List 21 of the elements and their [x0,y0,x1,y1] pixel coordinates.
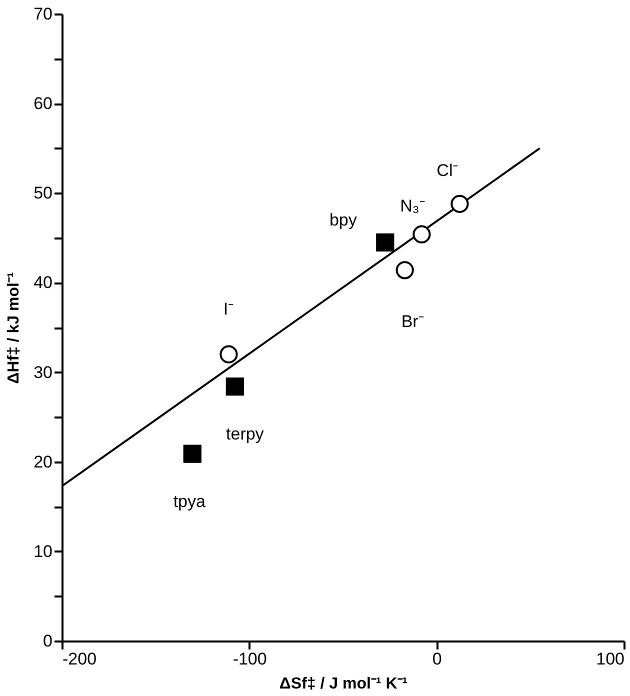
y-tick-label: 0 [43,632,52,650]
annotation: terpy [226,424,264,444]
x-tick-label: 100 [596,650,624,668]
annotation: bpy [329,210,358,230]
y-tick-label: 30 [34,362,52,382]
annotation: Cl⁻ [436,160,459,180]
y-tick-label: 20 [34,452,52,472]
x-tick-label: -200 [62,650,97,668]
y-tick-label: 70 [34,4,52,24]
y-axis-title: ΔHf‡ / kJ mol⁻¹ [6,272,23,384]
annotation: Br⁻ [401,312,424,332]
annotation: I⁻ [223,299,234,318]
annotation: N₃⁻ [400,196,426,216]
y-tick-label: 50 [34,184,52,203]
x-tick-label: 0 [432,650,442,668]
y-tick-label: 10 [34,542,52,561]
y-tick-label: 60 [34,94,52,114]
x-axis-title: ΔSf‡ / J mol⁻¹ K⁻¹ [279,676,408,692]
x-tick-label: -100 [232,650,267,668]
y-tick-label: 40 [34,273,52,292]
annotation: tpya [173,492,206,511]
